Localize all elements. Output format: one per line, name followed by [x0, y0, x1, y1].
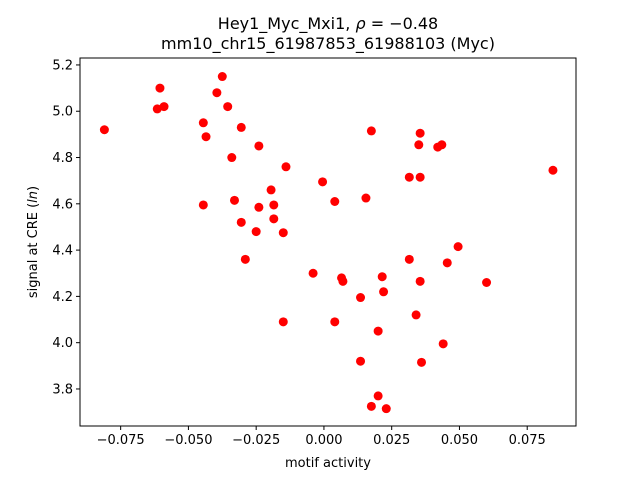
data-point-17: [251, 227, 261, 237]
data-point-29: [338, 276, 348, 286]
data-point-13: [198, 200, 208, 210]
data-point-10: [227, 153, 237, 163]
x-tick-label-1: −0.050: [164, 433, 212, 448]
data-point-41: [404, 254, 414, 264]
data-point-45: [415, 172, 425, 182]
y-tick-label-1: 4.0: [52, 336, 73, 351]
data-point-23: [278, 317, 288, 327]
data-point-53: [482, 278, 492, 288]
data-points: [99, 72, 558, 414]
x-axis-ticks: −0.075 −0.050 −0.025 0.000 0.025 0.050 0.075: [97, 426, 546, 448]
title-line-2: mm10_chr15_61987853_61988103 (Myc): [161, 34, 495, 54]
data-point-19: [266, 185, 276, 195]
data-point-18: [254, 202, 264, 212]
data-point-6: [223, 102, 233, 112]
data-point-54: [548, 165, 558, 175]
y-tick-label-2: 4.2: [52, 290, 73, 305]
data-point-2: [159, 102, 169, 112]
x-axis-label: motif activity: [285, 456, 371, 471]
data-point-47: [417, 357, 427, 367]
data-point-16: [240, 254, 250, 264]
data-point-22: [278, 228, 288, 238]
data-point-0: [99, 125, 109, 135]
data-point-52: [453, 242, 463, 252]
data-point-37: [377, 272, 387, 282]
x-tick-label-3: 0.000: [305, 433, 342, 448]
data-point-42: [411, 310, 421, 320]
chart-title: Hey1_Myc_Mxi1, ρ = −0.48 mm10_chr15_6198…: [161, 14, 495, 54]
x-tick-label-4: 0.025: [373, 433, 410, 448]
data-point-44: [415, 128, 425, 138]
y-tick-label-4: 4.6: [52, 197, 73, 212]
data-point-27: [330, 317, 340, 327]
data-point-8: [201, 132, 211, 142]
data-point-33: [366, 126, 376, 136]
y-tick-label-3: 4.4: [52, 244, 73, 259]
data-point-31: [356, 356, 366, 366]
data-point-40: [404, 172, 414, 182]
y-tick-label-6: 5.0: [52, 105, 73, 120]
data-point-15: [236, 217, 246, 227]
y-axis-ticks: 3.8 4.0 4.2 4.4 4.6 4.8 5.0 5.2: [52, 58, 80, 397]
data-point-34: [366, 401, 376, 411]
plot-area-frame: [79, 57, 577, 427]
data-point-26: [308, 268, 318, 278]
data-point-36: [373, 326, 383, 336]
x-tick-label-0: −0.075: [97, 433, 145, 448]
data-point-7: [198, 118, 208, 128]
y-tick-label-7: 5.2: [52, 58, 73, 73]
y-tick-label-0: 3.8: [52, 382, 73, 397]
data-point-51: [442, 258, 452, 268]
data-point-1: [155, 83, 165, 93]
data-point-24: [318, 177, 328, 187]
data-point-39: [381, 404, 391, 414]
title-line-1: Hey1_Myc_Mxi1, ρ = −0.48: [218, 14, 438, 34]
x-tick-label-2: −0.025: [232, 433, 280, 448]
data-point-20: [269, 200, 279, 210]
data-point-3: [152, 104, 162, 114]
data-point-32: [361, 193, 371, 203]
data-point-43: [414, 140, 424, 150]
data-point-50: [438, 339, 448, 349]
data-point-4: [217, 72, 227, 82]
data-point-11: [254, 141, 264, 151]
data-point-25: [330, 196, 340, 206]
x-tick-label-5: 0.050: [441, 433, 478, 448]
data-point-5: [212, 88, 222, 98]
data-point-49: [437, 140, 447, 150]
data-point-46: [415, 276, 425, 286]
y-axis-label: signal at CRE (ln): [26, 186, 41, 298]
x-tick-label-6: 0.075: [509, 433, 546, 448]
data-point-38: [379, 287, 389, 297]
data-point-14: [229, 195, 239, 205]
data-point-35: [373, 391, 383, 401]
data-point-30: [356, 293, 366, 303]
data-point-9: [236, 122, 246, 132]
data-point-21: [269, 214, 279, 224]
data-point-12: [281, 162, 291, 172]
y-tick-label-5: 4.8: [52, 151, 73, 166]
